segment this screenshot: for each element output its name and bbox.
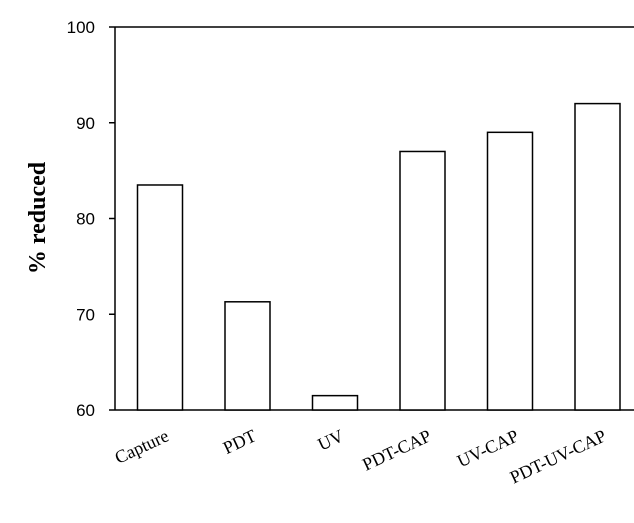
x-tick-label: Capture — [112, 425, 172, 467]
y-tick-label: 80 — [76, 210, 95, 229]
plot-frame — [114, 26, 634, 411]
y-tick-label: 60 — [76, 401, 95, 420]
x-tick-label: UV-CAP — [454, 425, 522, 471]
y-tick-label: 70 — [76, 305, 95, 324]
bar-uv — [311, 394, 359, 411]
bar-pdt-cap — [399, 150, 446, 411]
bar-uv-cap — [486, 131, 534, 411]
y-tick-label: 100 — [67, 18, 95, 37]
y-tick-label: 90 — [76, 114, 95, 133]
bar-pdt-uv-cap — [574, 102, 621, 411]
y-axis-title: % reduced — [25, 161, 51, 274]
x-tick-label: PDT-UV-CAP — [507, 425, 609, 487]
x-tick-label: PDT-CAP — [359, 425, 434, 474]
y-axis-ticks: 60 70 80 90 100 — [67, 18, 115, 420]
bar-pdt — [224, 301, 271, 411]
bar-capture — [136, 184, 184, 411]
x-tick-label: UV — [315, 425, 347, 454]
bars — [136, 102, 621, 411]
x-tick-label: PDT — [220, 425, 259, 458]
